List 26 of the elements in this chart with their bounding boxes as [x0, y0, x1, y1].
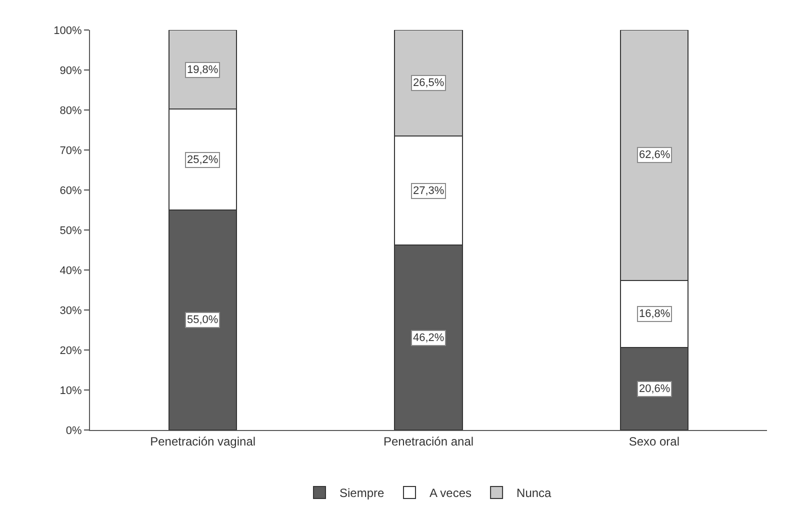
data-label: 20,6% — [639, 383, 670, 395]
x-tick-label: Penetración vaginal — [150, 434, 256, 448]
y-tick-label: 20% — [60, 344, 82, 357]
y-tick-label: 90% — [60, 64, 82, 77]
data-label: 26,5% — [413, 77, 444, 89]
y-tick-label: 100% — [54, 24, 82, 37]
y-tick-label: 70% — [60, 144, 82, 157]
legend-label: A veces — [430, 486, 472, 500]
data-label: 62,6% — [639, 149, 670, 161]
y-tick-label: 50% — [60, 224, 82, 237]
data-label: 25,2% — [187, 154, 218, 166]
data-label: 27,3% — [413, 185, 444, 197]
y-tick-label: 10% — [60, 384, 82, 397]
data-label: 19,8% — [187, 64, 218, 76]
x-tick-label: Sexo oral — [628, 434, 680, 448]
legend-label: Nunca — [516, 486, 552, 500]
y-tick-label: 60% — [60, 184, 82, 197]
data-label: 55,0% — [187, 314, 218, 326]
y-tick-label: 30% — [60, 304, 82, 317]
data-label: 46,2% — [413, 332, 444, 344]
y-tick-label: 0% — [66, 424, 82, 437]
y-tick-label: 80% — [60, 104, 82, 117]
legend-label: Siempre — [340, 486, 385, 500]
data-label: 16,8% — [639, 308, 670, 320]
y-tick-label: 40% — [60, 264, 82, 277]
x-tick-label: Penetración anal — [383, 434, 474, 448]
